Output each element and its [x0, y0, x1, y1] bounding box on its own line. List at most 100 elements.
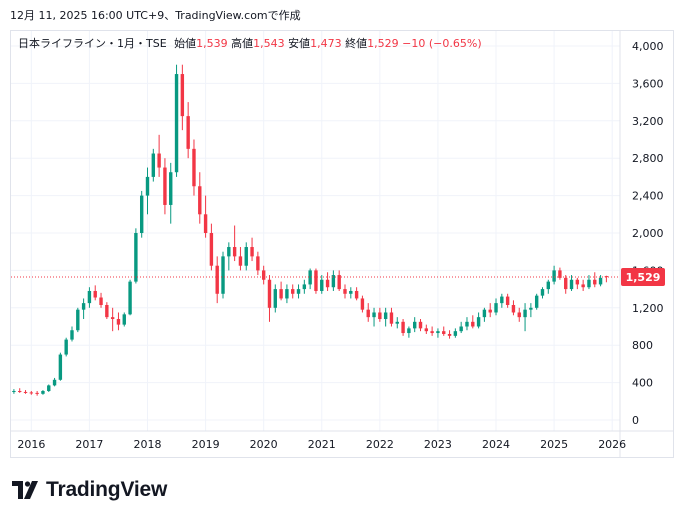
- candle: [308, 268, 312, 290]
- candle-body: [593, 279, 597, 285]
- candle: [383, 307, 388, 327]
- candle: [494, 298, 498, 316]
- x-tick-label: 2016: [17, 438, 45, 451]
- candle: [81, 298, 86, 320]
- candle-body: [174, 74, 179, 173]
- x-tick-label: 2017: [75, 438, 103, 451]
- candle: [157, 134, 161, 177]
- candle-body: [122, 314, 126, 325]
- candle: [366, 303, 370, 322]
- candle-body: [569, 279, 574, 290]
- candle-body: [424, 328, 429, 332]
- candle-body: [232, 247, 237, 257]
- ohlc-legend: 日本ライフライン・1月・TSE 始値1,539 高値1,543 安値1,473 …: [18, 35, 482, 51]
- candle: [76, 307, 80, 333]
- candle-body: [546, 281, 550, 290]
- candle-body: [453, 331, 458, 336]
- candle: [221, 251, 225, 299]
- x-tick-label: 2019: [192, 438, 220, 451]
- candlestick-chart[interactable]: 04008001,2001,6002,0002,4002,8003,2003,6…: [0, 0, 684, 470]
- tradingview-logo[interactable]: TradingView: [12, 478, 167, 502]
- y-tick-label: 2,800: [632, 152, 664, 165]
- candle-body: [145, 176, 150, 196]
- low-label: 安値: [288, 37, 311, 50]
- x-tick-label: 2020: [250, 438, 278, 451]
- candle-body: [151, 153, 156, 177]
- candle: [569, 275, 574, 291]
- candle-body: [343, 289, 347, 294]
- candle: [93, 285, 97, 301]
- candle-body: [279, 289, 283, 299]
- candle: [105, 302, 109, 320]
- x-tick-label: 2018: [134, 438, 162, 451]
- candle-body: [564, 277, 568, 290]
- grid-lines: [11, 31, 620, 431]
- candle-body: [418, 321, 423, 329]
- candle: [412, 317, 417, 333]
- candle-body: [76, 309, 80, 331]
- time-axis: 2016 2017 2018 2019 2020 2021 2022 2023 2024 2025…: [11, 430, 673, 451]
- candle-body: [35, 392, 39, 394]
- y-tick-label: 0: [632, 414, 639, 427]
- candle: [232, 225, 237, 262]
- candle-body: [157, 153, 161, 168]
- candle-body: [267, 279, 272, 308]
- x-tick-label: 2026: [598, 438, 626, 451]
- candle: [261, 265, 266, 285]
- candle: [87, 287, 92, 308]
- chart-frame: [10, 30, 674, 458]
- candle-body: [285, 289, 289, 299]
- high-value: 1,543: [253, 37, 285, 50]
- candle: [151, 148, 156, 182]
- candle-body: [505, 296, 510, 305]
- candle: [285, 284, 289, 304]
- candle-body: [64, 339, 68, 355]
- candle: [35, 391, 39, 396]
- tradingview-wordmark: TradingView: [46, 478, 168, 501]
- candle-body: [500, 296, 504, 304]
- candle-body: [41, 391, 45, 394]
- x-tick-label: 2025: [540, 438, 568, 451]
- candle: [546, 279, 550, 294]
- candle: [215, 256, 219, 304]
- candle: [436, 328, 440, 338]
- candle: [244, 242, 248, 271]
- high-label: 高値: [231, 37, 254, 50]
- candle: [198, 172, 202, 224]
- candle: [534, 293, 539, 310]
- candle: [453, 328, 458, 338]
- candle: [314, 268, 318, 294]
- candle: [552, 265, 556, 285]
- candle-body: [529, 307, 533, 310]
- candle: [256, 251, 260, 276]
- candle: [29, 391, 34, 395]
- candle: [430, 326, 434, 336]
- candle: [12, 389, 16, 394]
- candles: [12, 64, 609, 396]
- candle-body: [116, 319, 121, 325]
- candle: [273, 284, 277, 313]
- candle-body: [360, 298, 365, 310]
- candle-body: [378, 312, 382, 320]
- candle: [238, 247, 243, 271]
- candle-body: [465, 321, 469, 327]
- candle-body: [430, 331, 434, 334]
- candle-body: [534, 295, 539, 308]
- candle: [587, 275, 591, 290]
- candle: [116, 312, 121, 331]
- candle-body: [436, 331, 440, 334]
- candle: [343, 284, 347, 299]
- candle: [604, 275, 609, 283]
- candle-body: [581, 284, 585, 288]
- candle: [598, 275, 603, 287]
- candle: [407, 326, 411, 338]
- candle-body: [383, 312, 388, 320]
- candle-body: [256, 256, 260, 271]
- candle-body: [244, 247, 248, 266]
- candle-body: [395, 321, 399, 324]
- candle-body: [273, 289, 277, 308]
- candle: [354, 287, 359, 301]
- candle-body: [93, 290, 97, 298]
- candle: [325, 272, 330, 291]
- candle-body: [99, 297, 103, 305]
